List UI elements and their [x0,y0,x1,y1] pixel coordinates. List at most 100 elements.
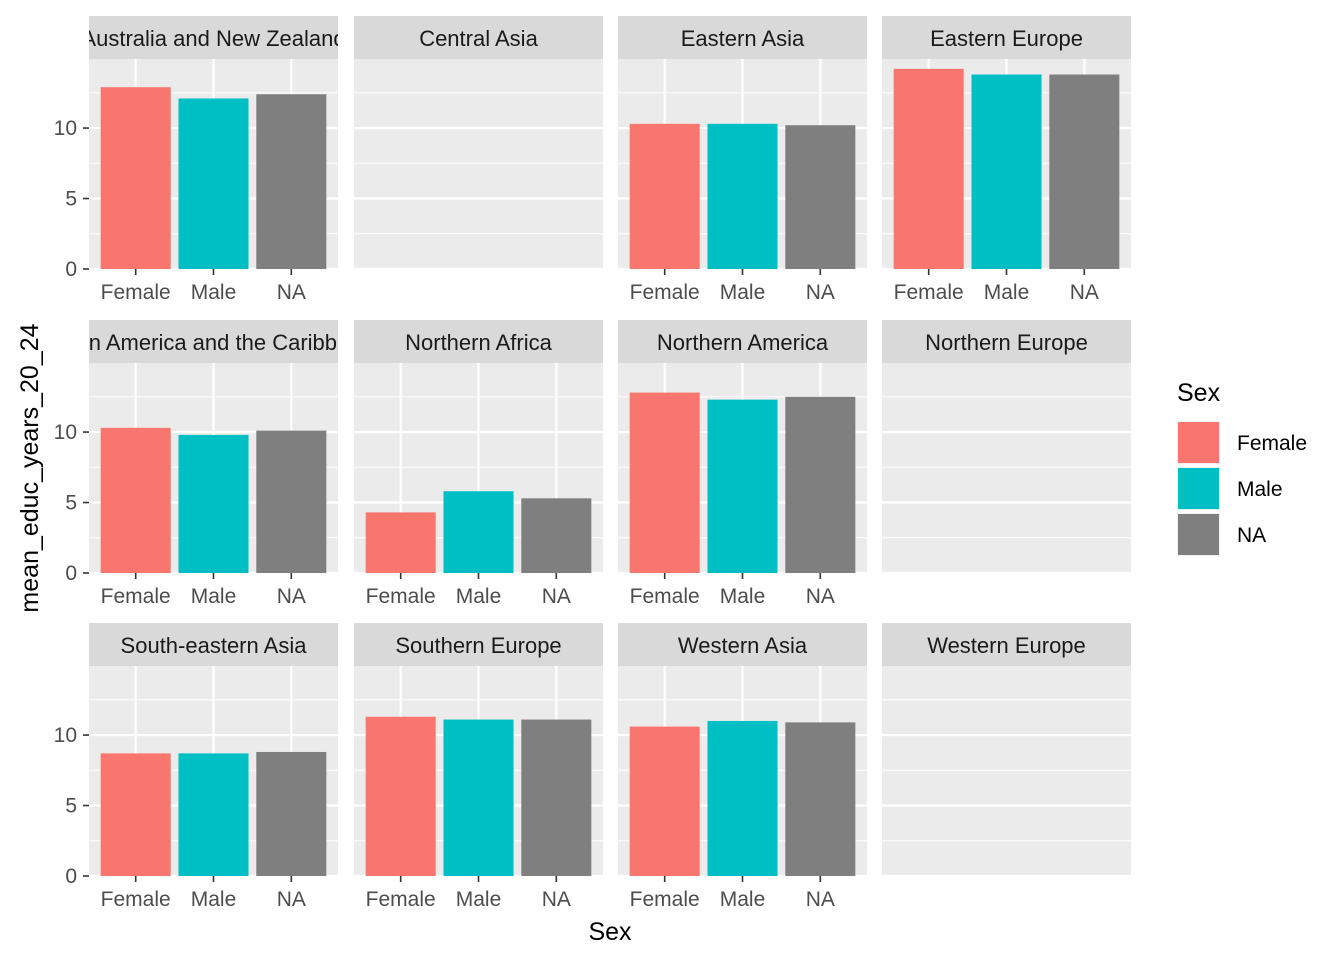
y-tick-label: 5 [65,795,77,818]
bar-female [629,392,700,573]
x-tick-label: Male [984,281,1030,304]
x-tick-label: Female [101,888,171,911]
facet-panel: Northern Europe [882,320,1131,575]
facet-panel: Eastern Europe Female Male NA [882,16,1131,304]
legend-label: Male [1237,478,1283,501]
x-tick-label: NA [806,585,835,608]
facet-panel: Northern Africa Female Male NA [354,320,603,608]
bar-male [443,491,514,573]
bar-female [893,68,964,269]
facet-panel: Latin America and the Caribbean 0 5 10 Femal… [53,320,373,608]
bar-na [256,94,327,270]
x-tick-label: Male [456,888,502,911]
facet-panel: Western Europe [882,623,1131,878]
bar-male [178,434,249,573]
facet-strip [882,320,1131,363]
bar-male [707,399,778,573]
x-tick-label: NA [806,888,835,911]
bar-female [365,716,436,876]
x-tick-label: Male [720,585,766,608]
facet-strip [882,16,1131,59]
y-tick-label: 10 [54,421,77,444]
bar-male [971,74,1042,269]
bar-male [707,123,778,269]
y-tick-label: 10 [54,117,77,140]
facet-strip-label: Northern Africa [405,330,552,355]
x-tick-label: Male [191,281,237,304]
y-tick-label: 0 [65,865,77,888]
x-tick-label: Female [101,281,171,304]
x-tick-label: Female [366,888,436,911]
y-tick-label: 0 [65,562,77,585]
x-tick-label: Female [366,585,436,608]
facet-strip-label: Australia and New Zealand [81,26,345,51]
bar-female [629,726,700,876]
facet-strip [89,623,338,666]
x-axis-title: Sex [588,918,632,946]
facet-strip [618,16,867,59]
bar-male [178,753,249,876]
facet-strip [89,16,338,59]
legend-entries: Female Male NA [1177,421,1307,556]
y-tick-label: 10 [54,724,77,747]
legend-label: NA [1237,524,1266,547]
facet-strip-label: Western Asia [678,633,808,658]
x-tick-label: Female [101,585,171,608]
facet-panel: Eastern Asia Female Male NA [618,16,867,304]
bar-na [785,722,856,876]
legend: Sex Female Male NA [1177,379,1307,556]
facet-panel: Western Asia Female Male NA [618,623,867,911]
facet-panel: Central Asia [354,16,603,271]
x-tick-label: NA [277,585,306,608]
bar-female [629,123,700,269]
facet-strip-label: Central Asia [419,26,538,51]
bar-na [256,751,327,876]
bar-male [178,98,249,269]
facet-strip [882,623,1131,666]
bar-female [100,87,171,269]
bar-na [785,125,856,269]
x-tick-label: NA [542,585,571,608]
bar-na [1049,74,1120,269]
legend-entry: NA [1177,513,1266,556]
facet-strip-label: Western Europe [927,633,1086,658]
facet-strip-label: Eastern Europe [930,26,1083,51]
bar-female [100,427,171,573]
facet-panel: Northern America Female Male NA [618,320,867,608]
legend-key [1178,514,1219,555]
x-tick-label: NA [806,281,835,304]
x-tick-label: Male [720,888,766,911]
y-tick-label: 0 [65,258,77,281]
facet-strip [618,320,867,363]
x-tick-label: Male [456,585,502,608]
facet-strip-label: Northern America [657,330,829,355]
facet-panel: Australia and New Zealand 0 5 10 Female Male N… [54,16,345,304]
y-tick-label: 5 [65,188,77,211]
facet-strip-label: Latin America and the Caribbean [53,330,373,355]
facet-strip [354,16,603,59]
panel-background [882,666,1131,876]
bar-na [521,719,592,876]
facet-strip-label: Northern Europe [925,330,1088,355]
facet-strip-label: Southern Europe [395,633,561,658]
facet-strip-label: South-eastern Asia [121,633,308,658]
facet-strip-label: Eastern Asia [681,26,805,51]
x-tick-label: Female [630,281,700,304]
panel-background [354,59,603,269]
bar-male [443,719,514,876]
x-tick-label: Male [191,585,237,608]
x-tick-label: NA [277,281,306,304]
legend-label: Female [1237,432,1307,455]
legend-key [1178,422,1219,463]
bar-na [521,498,592,573]
facet-strip [354,320,603,363]
x-tick-label: Female [894,281,964,304]
x-tick-label: Female [630,888,700,911]
bar-female [100,753,171,876]
x-tick-label: NA [277,888,306,911]
x-tick-label: Male [720,281,766,304]
facet-strip [354,623,603,666]
y-tick-label: 5 [65,492,77,515]
